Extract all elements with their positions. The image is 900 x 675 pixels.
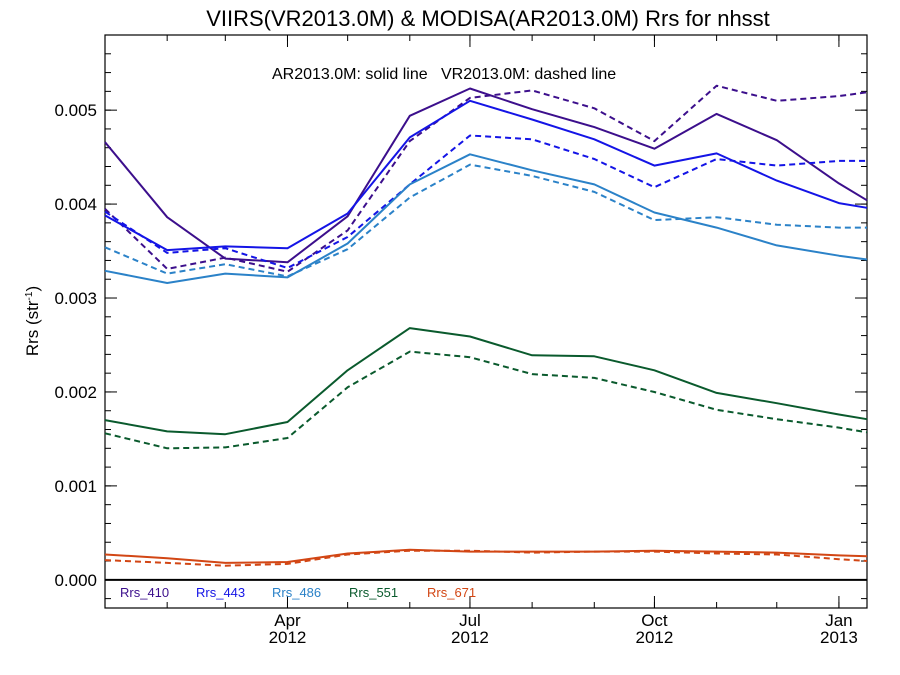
y-tick-label: 0.001 (54, 477, 97, 496)
legend-item-rrs-443: Rrs_443 (196, 585, 245, 600)
plot-frame (104, 34, 868, 609)
y-tick-label: 0.005 (54, 101, 97, 120)
x-tick-month: Jul (459, 611, 481, 630)
series-line-rrs-410-dashed (104, 84, 868, 273)
y-axis-label-close: ) (23, 286, 42, 292)
y-tick-label: 0.002 (54, 383, 97, 402)
y-axis-label: Rrs (str-1) (23, 286, 42, 356)
x-tick-year: 2012 (636, 628, 674, 647)
x-tick-year: 2012 (269, 628, 307, 647)
y-axis-label-main: Rrs (str (23, 300, 42, 356)
series-line-rrs-486-solid (104, 153, 868, 284)
series-layer (104, 84, 868, 567)
x-tick-month: Oct (641, 611, 668, 630)
x-tick-month: Jan (825, 611, 852, 630)
series-line-rrs-551-solid (104, 327, 868, 436)
x-tick-month: Apr (274, 611, 301, 630)
legend-item-rrs-671: Rrs_671 (427, 585, 476, 600)
legend-item-rrs-486: Rrs_486 (272, 585, 321, 600)
series-line-rrs-443-dashed (104, 134, 867, 269)
series-line-rrs-443-solid (104, 99, 868, 252)
line-style-annotation: AR2013.0M: solid line VR2013.0M: dashed … (272, 66, 616, 83)
y-tick-label: 0.000 (54, 571, 97, 590)
series-line-rrs-671-dashed (104, 549, 868, 567)
y-axis: 0.000 0.001 0.002 0.003 0.004 0.005 (54, 34, 867, 600)
y-tick-label: 0.003 (54, 289, 97, 308)
y-tick-label: 0.004 (54, 195, 97, 214)
series-line-rrs-410-solid (104, 87, 868, 264)
legend: Rrs_410 Rrs_443 Rrs_486 Rrs_551 Rrs_671 (120, 585, 476, 600)
series-line-rrs-486-dashed (104, 163, 867, 278)
chart-title: VIIRS(VR2013.0M) & MODISA(AR2013.0M) Rrs… (206, 6, 770, 31)
x-tick-year: 2013 (820, 628, 858, 647)
series-line-rrs-671-solid (104, 548, 868, 564)
legend-item-rrs-410: Rrs_410 (120, 585, 169, 600)
legend-item-rrs-551: Rrs_551 (349, 585, 398, 600)
y-axis-label-exponent: -1 (24, 291, 35, 300)
series-line-rrs-551-dashed (104, 350, 868, 450)
x-tick-year: 2012 (451, 628, 489, 647)
